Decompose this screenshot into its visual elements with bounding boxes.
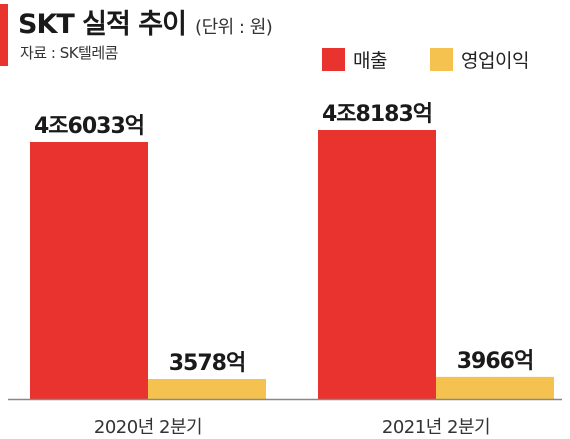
value-label-operating-profit-2: 3966억 xyxy=(457,349,533,374)
value-label-revenue-1: 4조6033억 xyxy=(34,114,144,139)
source-note: 자료 : SK텔레콤 xyxy=(20,44,118,62)
title-accent-bar xyxy=(0,4,8,66)
legend-item-revenue: 매출 xyxy=(322,46,387,72)
chart-header: SKT 실적 추이 (단위 : 원) xyxy=(18,2,273,41)
category-label-2: 2021년 2분기 xyxy=(382,417,490,438)
bar-operating-profit-1 xyxy=(148,379,266,399)
bar-operating-profit-2 xyxy=(436,376,554,399)
legend-label-revenue: 매출 xyxy=(353,49,387,72)
bar-revenue-1 xyxy=(30,142,148,400)
legend-swatch-revenue xyxy=(322,47,345,71)
value-label-revenue-2: 4조8183억 xyxy=(322,102,432,127)
value-label-operating-profit-1: 3578억 xyxy=(169,351,245,376)
legend-label-operating-profit: 영업이익 xyxy=(461,49,529,72)
chart-title: SKT 실적 추이 xyxy=(18,9,187,40)
category-label-1: 2020년 2분기 xyxy=(94,417,202,438)
legend-swatch-operating-profit xyxy=(430,47,453,71)
legend-item-operating-profit: 영업이익 xyxy=(430,46,529,72)
bar-revenue-2 xyxy=(318,130,436,399)
unit-note: (단위 : 원) xyxy=(195,17,273,38)
